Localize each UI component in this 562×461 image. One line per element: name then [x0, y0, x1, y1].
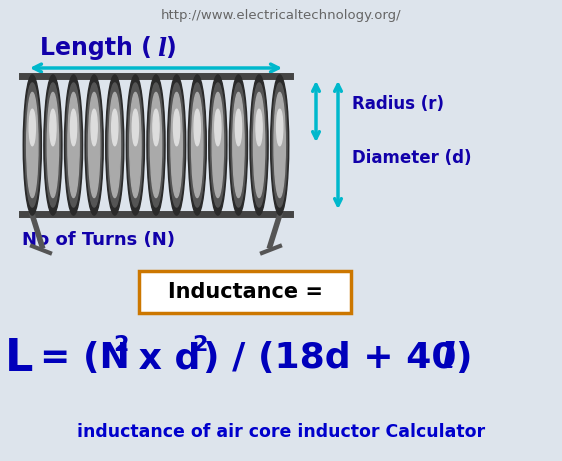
Ellipse shape	[50, 109, 56, 146]
Ellipse shape	[68, 93, 79, 198]
FancyBboxPatch shape	[139, 271, 351, 313]
Text: Length (: Length (	[40, 36, 152, 60]
Text: l: l	[157, 37, 166, 61]
Ellipse shape	[277, 109, 283, 146]
Text: Radius (r): Radius (r)	[352, 95, 444, 113]
Text: = (N: = (N	[40, 341, 130, 375]
Ellipse shape	[272, 83, 287, 207]
Ellipse shape	[23, 75, 42, 215]
Text: No of Turns (N): No of Turns (N)	[22, 231, 175, 249]
Ellipse shape	[29, 109, 35, 146]
Ellipse shape	[215, 109, 221, 146]
Ellipse shape	[128, 83, 143, 207]
Ellipse shape	[210, 83, 225, 207]
Ellipse shape	[126, 75, 144, 215]
Ellipse shape	[109, 93, 120, 198]
Ellipse shape	[233, 93, 244, 198]
Ellipse shape	[250, 75, 268, 215]
Ellipse shape	[66, 83, 81, 207]
Ellipse shape	[256, 109, 262, 146]
Ellipse shape	[85, 75, 103, 215]
Text: ): )	[165, 36, 176, 60]
Text: 2: 2	[192, 335, 207, 355]
Ellipse shape	[46, 83, 60, 207]
Ellipse shape	[106, 75, 124, 215]
Ellipse shape	[231, 83, 246, 207]
Ellipse shape	[167, 75, 185, 215]
Text: l: l	[442, 341, 456, 375]
Ellipse shape	[271, 75, 289, 215]
Text: Inductance =: Inductance =	[167, 282, 323, 302]
Ellipse shape	[212, 93, 224, 198]
Ellipse shape	[188, 75, 206, 215]
Ellipse shape	[130, 93, 141, 198]
Ellipse shape	[174, 109, 180, 146]
Ellipse shape	[147, 75, 165, 215]
Ellipse shape	[25, 83, 40, 207]
Ellipse shape	[253, 93, 265, 198]
Ellipse shape	[194, 109, 200, 146]
Ellipse shape	[252, 83, 266, 207]
Ellipse shape	[150, 93, 162, 198]
Ellipse shape	[26, 93, 38, 198]
Text: ) / (18d + 40: ) / (18d + 40	[203, 341, 456, 375]
Ellipse shape	[107, 83, 122, 207]
Ellipse shape	[70, 109, 76, 146]
Text: ): )	[455, 341, 472, 375]
Ellipse shape	[91, 109, 97, 146]
Text: http://www.electricaltechnology.org/: http://www.electricaltechnology.org/	[161, 10, 401, 23]
Text: L: L	[5, 337, 33, 379]
Ellipse shape	[153, 109, 159, 146]
Ellipse shape	[192, 93, 203, 198]
Ellipse shape	[169, 83, 184, 207]
Ellipse shape	[132, 109, 138, 146]
Text: x d: x d	[126, 341, 201, 375]
Ellipse shape	[65, 75, 83, 215]
Text: 2: 2	[113, 335, 128, 355]
Ellipse shape	[274, 93, 285, 198]
Ellipse shape	[190, 83, 205, 207]
Ellipse shape	[87, 83, 102, 207]
Ellipse shape	[88, 93, 100, 198]
Ellipse shape	[148, 83, 164, 207]
Text: Diameter (d): Diameter (d)	[352, 149, 472, 167]
Ellipse shape	[171, 93, 182, 198]
Ellipse shape	[44, 75, 62, 215]
Ellipse shape	[112, 109, 118, 146]
Ellipse shape	[209, 75, 227, 215]
Ellipse shape	[47, 93, 58, 198]
Ellipse shape	[235, 109, 242, 146]
Text: inductance of air core inductor Calculator: inductance of air core inductor Calculat…	[77, 423, 485, 441]
Ellipse shape	[229, 75, 247, 215]
